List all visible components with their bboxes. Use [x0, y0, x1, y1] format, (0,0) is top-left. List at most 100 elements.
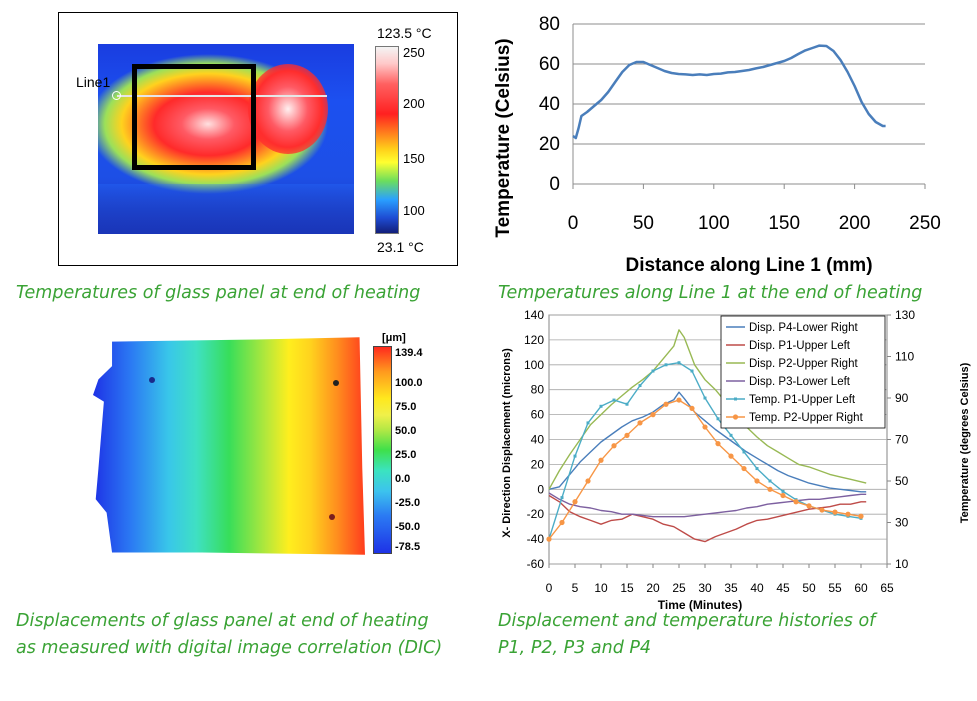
- data-point-temp-p2-upper-right: [793, 499, 799, 505]
- x-tick-label: 55: [828, 581, 842, 595]
- dic-caption-line2: as measured with digital image correlati…: [16, 638, 443, 658]
- thermal-caption: Temperatures of glass panel at end of he…: [16, 283, 421, 303]
- thermal-image-panel: Line1 123.5 °C 250 200 150 100 23.1 °C: [58, 12, 458, 266]
- x-axis-title: Distance along Line 1 (mm): [625, 255, 872, 276]
- dic-colorbar: [373, 346, 392, 554]
- region-box: [132, 64, 256, 170]
- data-point-temp-p2-upper-right: [663, 401, 669, 407]
- y-tick-label: 60: [539, 54, 560, 75]
- data-point-temp-p2-upper-right: [585, 478, 591, 484]
- y-tick-label: 0: [549, 174, 560, 195]
- dic-unit-label: [μm]: [382, 332, 406, 344]
- y-tick-label: -40: [527, 532, 545, 546]
- data-point-temp-p2-upper-right: [780, 492, 786, 499]
- y-tick-label: 80: [539, 14, 560, 35]
- legend-label: Disp. P3-Lower Left: [749, 376, 851, 388]
- x-tick-label: 100: [698, 213, 730, 234]
- thermal-image-field: [98, 44, 354, 234]
- dic-colorbar-tick: 50.0: [395, 425, 417, 437]
- thermal-max-label: 123.5 °C: [377, 25, 432, 41]
- data-point-temp-p1-upper-left: [612, 398, 616, 402]
- data-point-temp-p2-upper-right: [676, 397, 682, 403]
- data-point-temp-p2-upper-right: [845, 511, 851, 517]
- x-tick-label: 25: [672, 581, 686, 595]
- line1-temperature-chart: 0 20 40 60 80 0 50 100 150 200 250 Distance along L…: [493, 14, 941, 276]
- data-point-temp-p2-upper-right: [806, 503, 812, 509]
- thermal-colorbar-tick: 200: [403, 96, 425, 111]
- data-point-temp-p1-upper-left: [651, 369, 655, 373]
- x-tick-label: 45: [776, 581, 790, 595]
- x-tick-label: 0: [546, 581, 553, 595]
- y-tick-label: 0: [537, 482, 544, 496]
- x-tick-label: 35: [724, 581, 738, 595]
- data-point-temp-p2-upper-right: [832, 509, 838, 515]
- legend-label: Disp. P4-Lower Right: [749, 322, 858, 334]
- y-tick-label: 40: [539, 94, 560, 115]
- series-line-disp-p1-upper-left: [548, 494, 867, 543]
- data-point-temp-p2-upper-right: [715, 441, 721, 447]
- y2-axis-title: Temperature (degrees Celsius): [959, 362, 971, 523]
- x-tick-label: 5: [572, 581, 579, 595]
- x-tick-label: 50: [802, 581, 816, 595]
- y2-tick-label: 30: [895, 516, 909, 530]
- y-tick-label: 120: [524, 333, 544, 347]
- data-point-temp-p2-upper-right: [624, 432, 630, 438]
- data-point-temp-p2-upper-right: [598, 457, 604, 463]
- legend-label: Disp. P1-Upper Left: [749, 340, 851, 352]
- data-point-temp-p2-upper-right: [728, 453, 734, 459]
- series-line-disp-p2-upper-right: [548, 329, 867, 490]
- data-point-temp-p2-upper-right: [546, 536, 552, 542]
- dic-colorbar-tick: 0.0: [395, 473, 411, 485]
- data-point-temp-p2-upper-right: [767, 486, 773, 492]
- data-point-temp-p2-upper-right: [611, 443, 617, 449]
- point-p4-dot: [329, 514, 335, 520]
- legend-label: Temp. P2-Upper Right: [749, 412, 864, 424]
- x-tick-label: 50: [633, 213, 654, 234]
- line1-caption: Temperatures along Line 1 at the end of …: [498, 283, 923, 303]
- data-point-temp-p1-upper-left: [677, 361, 681, 365]
- y-tick-label: 40: [531, 433, 545, 447]
- y-tick-label: -20: [527, 507, 545, 521]
- data-point-temp-p1-upper-left: [768, 479, 772, 483]
- y-axis-title: Temperature (Celsius): [493, 38, 514, 237]
- data-point-temp-p1-upper-left: [755, 467, 759, 471]
- dic-image-panel: [μm] 139.4 100.0 75.0 50.0 25.0 0.0 -25.…: [85, 327, 445, 567]
- data-point-temp-p2-upper-right: [559, 519, 565, 526]
- y-tick-label: 20: [531, 457, 545, 471]
- legend-label: Temp. P1-Upper Left: [749, 394, 856, 406]
- legend-box: [720, 315, 886, 429]
- data-point-temp-p1-upper-left: [664, 363, 668, 367]
- legend-marker: [732, 414, 739, 420]
- x-axis-title: Time (Minutes): [658, 598, 742, 612]
- dic-colorbar-tick: 139.4: [395, 347, 423, 359]
- history-caption-line2: P1, P2, P3 and P4: [498, 638, 652, 658]
- thermal-cool-band: [98, 184, 354, 234]
- x-tick-label: 10: [594, 581, 608, 595]
- data-point-temp-p1-upper-left: [586, 421, 590, 425]
- data-point-temp-p1-upper-left: [703, 396, 707, 400]
- data-point-temp-p1-upper-left: [716, 417, 720, 421]
- legend-label: Disp. P2-Upper Right: [749, 358, 858, 370]
- y2-tick-label: 10: [895, 557, 909, 571]
- data-point-temp-p1-upper-left: [742, 450, 746, 454]
- series-line-disp-p4-lower-right: [548, 391, 867, 493]
- dic-colorbar-tick: 75.0: [395, 401, 417, 413]
- thermal-min-label: 23.1 °C: [377, 239, 424, 255]
- y-tick-label: -60: [527, 557, 545, 571]
- thermal-colorbar-tick: 100: [403, 203, 425, 218]
- line1-marker: [117, 95, 327, 97]
- x-tick-label: 200: [839, 213, 871, 234]
- x-tick-label: 40: [750, 581, 764, 595]
- dic-caption-line1: Displacements of glass panel at end of h…: [16, 611, 429, 631]
- data-point-temp-p2-upper-right: [741, 465, 747, 472]
- temperature-series-line: [572, 44, 886, 140]
- data-point-temp-p2-upper-right: [637, 420, 643, 426]
- y-axis-title: X- Direction Displacement (microns): [501, 348, 513, 538]
- thermal-colorbar-tick: 150: [403, 151, 425, 166]
- x-tick-label: 20: [646, 581, 660, 595]
- dic-displacement-field: [93, 337, 365, 555]
- data-point-temp-p1-upper-left: [729, 433, 733, 437]
- point-p1-dot: [149, 377, 155, 383]
- data-point-temp-p1-upper-left: [560, 496, 564, 500]
- x-tick-label: 0: [568, 213, 579, 234]
